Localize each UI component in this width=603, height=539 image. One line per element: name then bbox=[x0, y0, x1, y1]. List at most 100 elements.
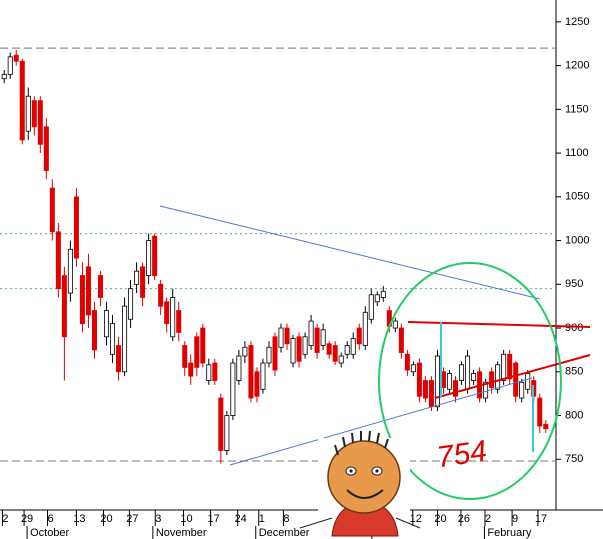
month-label: October bbox=[30, 527, 69, 539]
candle-body bbox=[428, 380, 434, 408]
candle-body bbox=[501, 353, 507, 381]
x-tick-label: 2 bbox=[485, 513, 491, 525]
candle-body bbox=[104, 310, 110, 338]
candle-body bbox=[465, 355, 471, 390]
candle-body bbox=[13, 54, 19, 62]
candle-body bbox=[290, 338, 296, 364]
candle-body bbox=[230, 362, 236, 416]
month-label: November bbox=[156, 527, 207, 539]
y-tick-label: 1250 bbox=[565, 16, 589, 28]
x-tick-label: 3 bbox=[155, 513, 161, 525]
candle-body bbox=[73, 196, 79, 259]
y-tick-label: 800 bbox=[565, 409, 583, 421]
x-tick-label: 2 bbox=[2, 513, 8, 525]
y-tick-label: 1000 bbox=[565, 234, 589, 246]
candle-body bbox=[67, 248, 73, 294]
candle-body bbox=[525, 373, 531, 390]
candle-body bbox=[459, 364, 465, 381]
x-tick-label: 8 bbox=[283, 513, 289, 525]
candle-body bbox=[254, 371, 260, 397]
candle-body bbox=[37, 100, 43, 145]
y-tick-label: 750 bbox=[565, 453, 583, 465]
y-tick-label: 1150 bbox=[565, 103, 589, 115]
month-label: December bbox=[259, 527, 310, 539]
x-tick-label: 29 bbox=[21, 513, 33, 525]
candle-body bbox=[362, 311, 368, 346]
candle-body bbox=[284, 327, 290, 345]
candle-body bbox=[134, 270, 140, 285]
candle-body bbox=[356, 327, 362, 345]
candle-body bbox=[326, 343, 332, 355]
candle-body bbox=[19, 60, 25, 141]
candle-body bbox=[7, 56, 13, 75]
candle-body bbox=[332, 345, 338, 362]
candle-body bbox=[55, 231, 61, 290]
candle-body bbox=[128, 288, 134, 320]
candle-body bbox=[296, 336, 302, 362]
candle-body bbox=[43, 126, 49, 171]
candle-body bbox=[338, 355, 344, 364]
annotation: 754 bbox=[435, 435, 489, 475]
candle-body bbox=[344, 345, 350, 355]
candle-body bbox=[507, 353, 513, 380]
candle-body bbox=[218, 397, 224, 451]
candle-body bbox=[513, 362, 519, 397]
candle-body bbox=[495, 364, 501, 390]
candle-body bbox=[278, 327, 284, 348]
candle-body bbox=[314, 327, 320, 353]
candle-body bbox=[212, 362, 218, 381]
resistance-line bbox=[407, 321, 591, 328]
candle-body bbox=[140, 266, 146, 298]
candle-body bbox=[266, 346, 272, 364]
candle-body bbox=[152, 235, 158, 276]
candle-body bbox=[422, 380, 428, 399]
candle-body bbox=[61, 275, 67, 338]
candle-body bbox=[242, 346, 248, 357]
candle-body bbox=[453, 380, 459, 397]
candle-body bbox=[49, 187, 55, 233]
candle-body bbox=[188, 362, 194, 377]
candle-body bbox=[31, 100, 37, 128]
candle-body bbox=[164, 301, 170, 325]
y-tick-label: 1050 bbox=[565, 191, 589, 203]
candle-body bbox=[392, 320, 398, 329]
candle-body bbox=[25, 95, 31, 132]
candle-body bbox=[308, 320, 314, 346]
candle-body bbox=[471, 373, 477, 381]
x-tick-label: 9 bbox=[512, 513, 518, 525]
candle-body bbox=[170, 297, 176, 338]
candle-body bbox=[519, 381, 525, 399]
trend-line bbox=[159, 205, 541, 300]
x-tick-label: 24 bbox=[235, 513, 247, 525]
x-tick-label: 20 bbox=[434, 513, 446, 525]
candle-body bbox=[97, 275, 103, 298]
x-tick-label: 26 bbox=[458, 513, 470, 525]
x-tick-label: 17 bbox=[207, 513, 219, 525]
candle-body bbox=[374, 294, 380, 303]
candle-body bbox=[176, 310, 182, 333]
cartoon-face bbox=[299, 430, 421, 537]
x-tick-label: 17 bbox=[535, 513, 547, 525]
x-tick-label: 12 bbox=[410, 513, 422, 525]
candle-body bbox=[236, 355, 242, 381]
candle-body bbox=[446, 373, 452, 390]
candle-body bbox=[206, 364, 212, 381]
x-tick-label: 27 bbox=[126, 513, 138, 525]
candle-body bbox=[110, 323, 116, 355]
y-tick-label: 950 bbox=[565, 278, 583, 290]
candle-body bbox=[224, 415, 230, 451]
candle-body bbox=[248, 345, 254, 399]
candle-body bbox=[350, 338, 356, 355]
candle-body bbox=[434, 355, 440, 408]
candle-body bbox=[116, 345, 122, 373]
candle-body bbox=[182, 345, 188, 368]
candle-body bbox=[146, 240, 152, 276]
x-tick-label: 10 bbox=[180, 513, 192, 525]
x-tick-label: 20 bbox=[100, 513, 112, 525]
candle-body bbox=[489, 371, 495, 388]
candle-body bbox=[410, 364, 416, 373]
candle-body bbox=[440, 371, 446, 388]
highlight-ellipse bbox=[378, 262, 562, 500]
